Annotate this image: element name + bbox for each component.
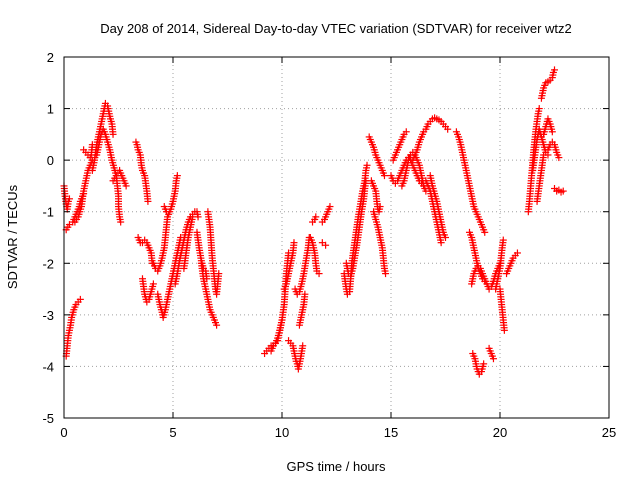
- data-point: [480, 360, 488, 368]
- y-tick-label: 0: [47, 153, 54, 168]
- y-tick-label: 2: [47, 50, 54, 65]
- x-tick-label: 0: [60, 425, 67, 440]
- data-point: [555, 154, 563, 162]
- data-point: [559, 187, 567, 195]
- data-point: [402, 128, 410, 136]
- data-point: [535, 105, 543, 113]
- data-point: [499, 236, 507, 244]
- data-point: [315, 270, 323, 278]
- y-tick-label: -3: [42, 308, 54, 323]
- axis-ticks: 0 5 10 15 20 25 -5 -4 -3 -2 -1 0 1 2: [42, 50, 616, 440]
- data-point: [301, 290, 309, 298]
- x-tick-label: 20: [493, 425, 507, 440]
- y-tick-label: -1: [42, 205, 54, 220]
- y-tick-label: -2: [42, 256, 54, 271]
- x-tick-label: 5: [169, 425, 176, 440]
- data-point: [548, 128, 556, 136]
- x-tick-label: 15: [384, 425, 398, 440]
- data-point: [500, 326, 508, 334]
- x-tick-label: 25: [602, 425, 616, 440]
- plot-frame: [63, 56, 610, 419]
- data-point: [437, 239, 445, 247]
- data-point: [382, 270, 390, 278]
- y-tick-label: -4: [42, 359, 54, 374]
- data-point: [312, 213, 320, 221]
- chart-title: Day 208 of 2014, Sidereal Day-to-day VTE…: [100, 21, 572, 36]
- data-point: [189, 213, 197, 221]
- data-point: [144, 197, 152, 205]
- data-point: [117, 218, 125, 226]
- data-point: [213, 321, 221, 329]
- data-point: [326, 203, 334, 211]
- data-point: [513, 249, 521, 257]
- data-point: [122, 182, 130, 190]
- data-point: [540, 151, 548, 159]
- data-point: [363, 161, 371, 169]
- data-point: [76, 295, 84, 303]
- data-point: [444, 125, 452, 133]
- y-tick-label: -5: [42, 411, 54, 426]
- data-point: [551, 66, 558, 74]
- grid: [64, 57, 609, 418]
- data-point: [380, 172, 388, 180]
- data-point: [489, 355, 497, 363]
- data-point: [109, 130, 117, 138]
- data-point: [290, 239, 298, 247]
- data-point: [215, 270, 223, 278]
- data-point: [322, 241, 330, 249]
- x-axis-label: GPS time / hours: [287, 459, 386, 474]
- data-point: [149, 280, 157, 288]
- data-point: [65, 195, 73, 203]
- data-points: [60, 66, 567, 378]
- x-tick-label: 10: [275, 425, 289, 440]
- data-point: [481, 228, 489, 236]
- data-point: [376, 203, 384, 211]
- data-point: [299, 342, 307, 350]
- y-axis-label: SDTVAR / TECUs: [5, 184, 20, 289]
- y-tick-label: 1: [47, 102, 54, 117]
- data-point: [173, 172, 181, 180]
- data-point: [442, 234, 449, 241]
